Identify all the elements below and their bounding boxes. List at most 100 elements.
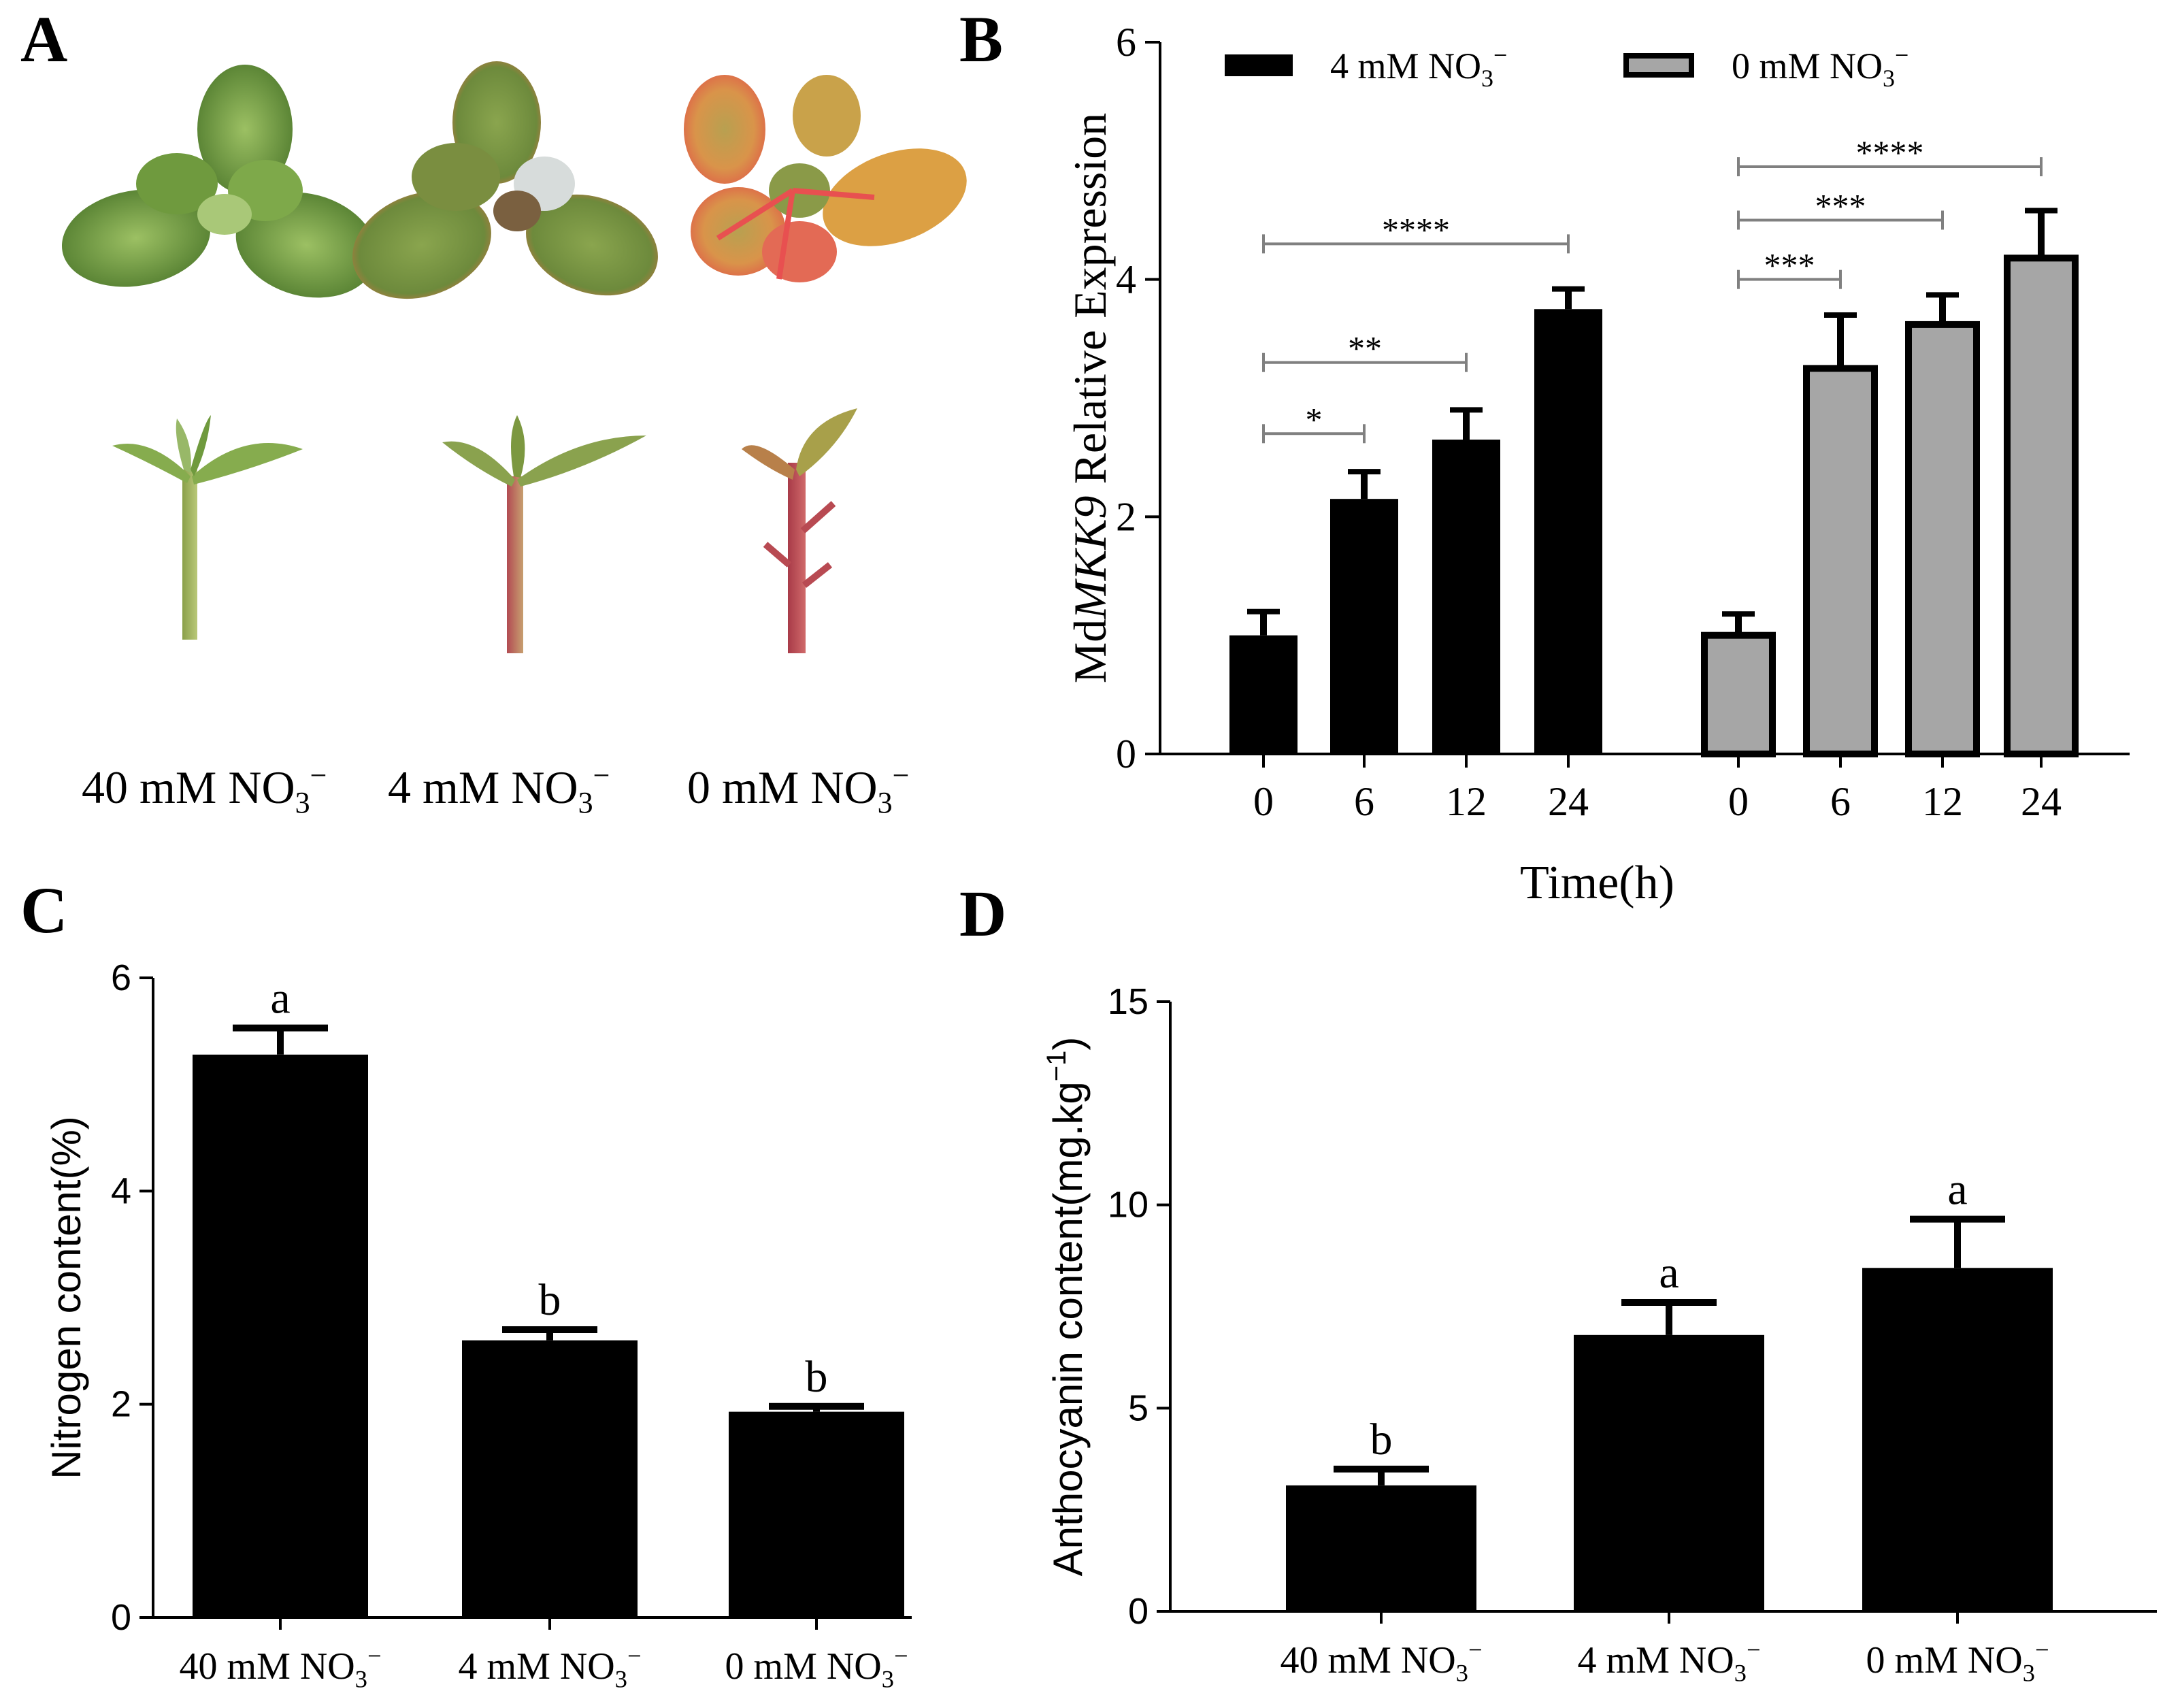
bar [1330,499,1398,754]
bar [1574,1334,1764,1611]
x-tick-label-sup: − [894,1643,908,1670]
x-tick-label-sup: − [627,1643,642,1670]
x-tick-label-main: 4 mM NO [1578,1639,1734,1681]
bar [462,1340,638,1617]
y-tick-label: 6 [1116,20,1136,65]
legend-label-0mm-legend_sup: − [1895,42,1908,69]
x-tick-label-main: 40 mM NO [1280,1639,1456,1681]
significance-label: * [1306,400,1323,438]
significance-label: **** [1382,210,1450,248]
y-tick-label: 2 [111,1384,131,1425]
x-tick-label-sub: 3 [1734,1659,1747,1686]
x-tick-label: 24 [2021,779,2062,824]
x-tick-label-sub: 3 [615,1665,627,1692]
y-tick-label: 5 [1128,1387,1148,1428]
legend-label-4mm: 4 mM NO3− [1330,42,1507,92]
panel-letter-c: C [20,874,67,947]
y-tick-label: 0 [1128,1591,1148,1632]
x-tick-label: 0 [1728,779,1749,824]
x-tick-label: 40 mM NO3− [180,1643,382,1693]
x-tick-label: 6 [1354,779,1374,824]
y-axis-label-sup: −1 [1042,1051,1072,1082]
x-tick-label: 40 mM NO3− [1280,1637,1483,1687]
significance-letter: b [806,1352,828,1402]
bar [193,1054,368,1617]
y-tick-label: 0 [1116,732,1136,776]
x-axis-label: Time(h) [1520,857,1674,909]
x-tick-label-main: 40 mM NO [180,1645,355,1688]
y-tick-label: 4 [1116,257,1136,302]
y-tick-label: 15 [1108,981,1148,1022]
bar [1701,631,1776,758]
y-axis-label-suffix: Relative Expression [1064,113,1116,496]
x-tick-label-sub: 3 [882,1665,894,1692]
x-tick-label: 6 [1830,779,1851,824]
significance-label: *** [1764,246,1815,284]
legend-label-4mm-legend_main: 4 mM NO [1330,46,1481,86]
bar [1229,635,1298,754]
stem-40mm [112,415,303,640]
legend-label-4mm-legend_sup: − [1493,42,1507,69]
y-axis-label-end: ) [1045,1037,1091,1051]
x-tick-label: 0 [1253,779,1274,824]
x-tick-label-main: 4 mM NO [459,1645,615,1688]
x-tick-label-sup: − [1468,1637,1483,1664]
panel-letter-a: A [20,3,67,76]
panel-letter-d: D [959,877,1006,950]
x-tick-label: 12 [1922,779,1963,824]
y-tick-label: 4 [111,1170,131,1211]
panel-a-plant-photos: 40 mM NO3− 4 mM NO3− 0 mM NO3− [61,61,967,819]
x-tick-label-sub: 3 [2023,1659,2035,1686]
legend-label-0mm-legend_sub: 3 [1883,65,1895,92]
panel-letter-b: B [959,3,1003,76]
bar [1803,365,1878,757]
y-axis-label-main: Anthocyanin content(mg.kg [1045,1081,1091,1576]
legend-label-4mm-legend_sub: 3 [1481,65,1493,92]
x-tick-label: 24 [1548,779,1589,824]
rosette-40mm [61,65,377,298]
stem-4mm [442,415,646,653]
bar [1905,321,1980,757]
x-tick-label-main: 0 mM NO [725,1645,882,1688]
x-tick-label: 12 [1446,779,1487,824]
y-tick-label: 0 [111,1597,131,1638]
y-tick-label: 10 [1108,1185,1148,1226]
chart-b-mdmkk9-expression: 0 24 6 MdMKK9 Relative Expression Time(h) 0 6 1… [1064,20,2130,909]
x-tick-label: 4 mM NO3− [459,1643,642,1693]
significance-label: ** [1348,329,1382,367]
significance-letter: b [1370,1415,1393,1464]
y-axis-label: MdMKK9 Relative Expression [1064,113,1116,684]
bar [1286,1485,1476,1611]
x-tick-label: 0 mM NO3− [1866,1637,2049,1687]
panel-a-label-0mm: 0 mM NO3− [687,759,909,819]
legend-swatch-0mm [1623,53,1694,78]
significance-label: **** [1856,133,1924,171]
y-axis-label: Nitrogen content(%) [44,1116,89,1479]
bar [1534,309,1602,754]
y-axis-label-prefix: Md [1064,619,1116,683]
x-tick-label-sup: − [2035,1637,2049,1664]
x-tick-label-sub: 3 [1456,1659,1468,1686]
bar [729,1411,904,1617]
rosette-4mm [352,61,658,299]
bar [2004,254,2079,757]
bar [1862,1268,2053,1611]
x-tick-label-sub: 3 [355,1665,367,1692]
x-tick-label-sup: − [367,1643,382,1670]
significance-letter: a [270,974,290,1023]
legend-label-0mm-legend_main: 0 mM NO [1732,46,1883,86]
x-tick-label-sup: − [1747,1637,1761,1664]
stem-0mm [742,408,857,653]
y-axis-label-gene: MKK9 [1064,495,1116,619]
panel-a-label-4mm: 4 mM NO3− [388,759,610,819]
rosette-0mm [684,75,967,282]
y-tick-label: 6 [111,957,131,998]
x-tick-label: 4 mM NO3− [1578,1637,1761,1687]
bar [1432,440,1500,754]
legend-label-0mm: 0 mM NO3− [1732,42,1908,92]
significance-letter: b [539,1275,561,1325]
panel-a-label-40mm: 40 mM NO3− [82,759,327,819]
